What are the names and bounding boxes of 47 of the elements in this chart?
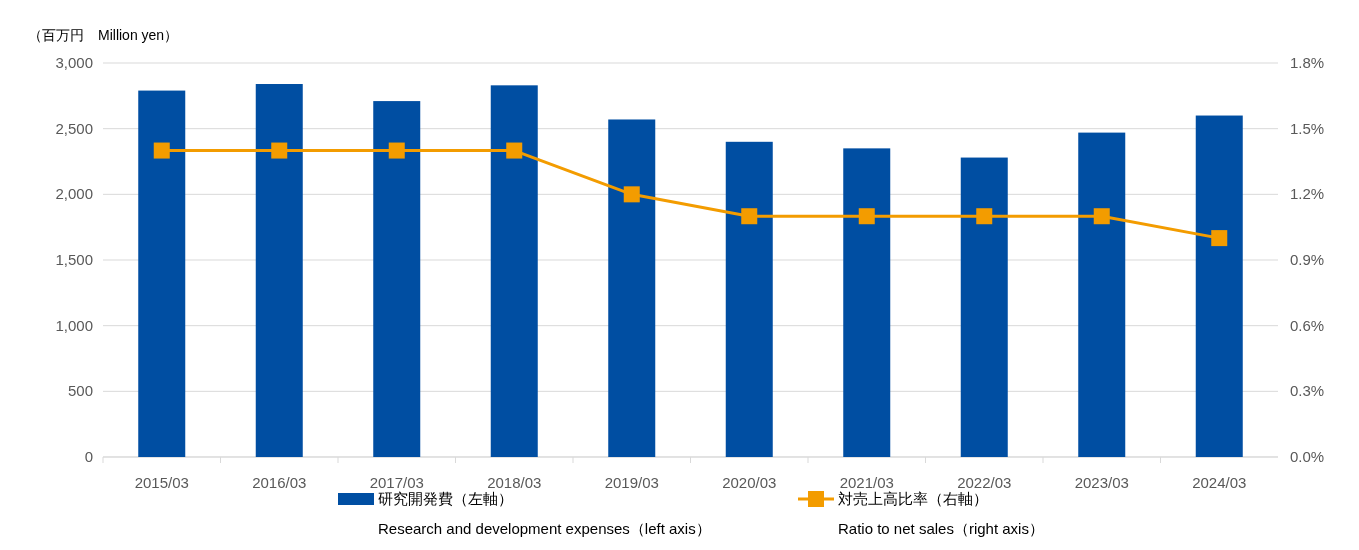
x-tick-label: 2017/03	[369, 474, 424, 491]
point	[271, 142, 288, 159]
bar	[843, 148, 891, 457]
point	[1211, 230, 1228, 247]
x-tick-label: 2021/03	[839, 474, 894, 491]
y-axis-title: （百万円 Million yen）	[28, 27, 179, 43]
bar	[373, 101, 421, 457]
y-tick-label: 3,000	[55, 54, 93, 71]
bar	[1078, 132, 1126, 457]
y2-tick-label: 1.8%	[1290, 54, 1325, 71]
y-tick-label: 1,000	[55, 316, 93, 334]
bar	[255, 84, 303, 457]
bar	[725, 141, 773, 457]
y-tick-label: 500	[67, 382, 93, 400]
bar	[490, 85, 538, 457]
y2-tick-label: 1.2%	[1290, 185, 1325, 203]
bar	[1195, 115, 1243, 457]
y2-tick-label: 0.3%	[1290, 382, 1325, 400]
y-tick-label: 1,500	[55, 251, 93, 268]
y-tick-label: 2,500	[55, 119, 93, 137]
point	[506, 142, 523, 159]
x-tick-label: 2015/03	[134, 474, 189, 491]
x-tick-label: 2024/03	[1192, 474, 1247, 491]
point	[741, 208, 758, 225]
bar	[960, 157, 1008, 457]
point	[1093, 208, 1110, 225]
y2-tick-label: 0.0%	[1290, 448, 1325, 465]
point	[153, 142, 170, 159]
y-tick-label: 2,000	[55, 185, 93, 203]
x-tick-label: 2016/03	[252, 474, 307, 491]
bar	[608, 119, 656, 457]
y2-tick-label: 1.5%	[1290, 119, 1325, 137]
bar	[138, 90, 186, 457]
point	[388, 142, 405, 159]
x-tick-label: 2020/03	[722, 474, 777, 491]
point	[976, 208, 993, 225]
legend-label: 対売上高比率（右軸） Ratio to net sales（right axis）	[838, 490, 1044, 537]
point	[623, 186, 640, 203]
x-tick-label: 2023/03	[1074, 474, 1129, 491]
y-tick-label: 0	[84, 448, 93, 465]
x-tick-label: 2018/03	[487, 474, 542, 491]
x-tick-label: 2019/03	[604, 474, 659, 491]
x-tick-label: 2022/03	[957, 474, 1012, 491]
point	[858, 208, 875, 225]
y2-tick-label: 0.6%	[1290, 316, 1325, 334]
legend-label: 研究開発費（左軸） Research and development expenses（left axis）	[378, 490, 711, 537]
y2-tick-label: 0.9%	[1290, 251, 1325, 268]
